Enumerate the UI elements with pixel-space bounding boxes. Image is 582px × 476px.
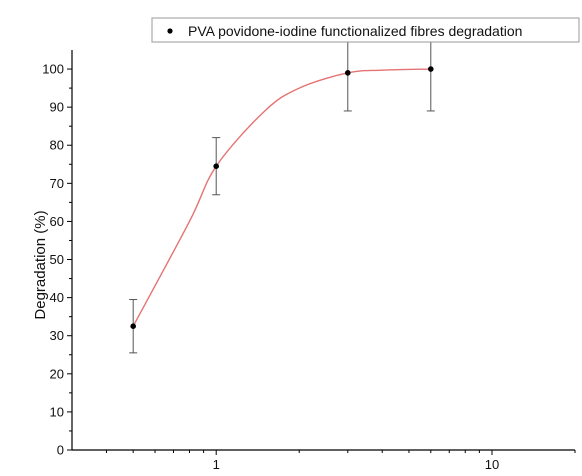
y-axis-title: Degradation (%) (32, 210, 49, 319)
fit-curve (132, 68, 431, 327)
y-tick-label: 30 (50, 328, 64, 343)
legend-label: PVA povidone-iodine functionalized fibre… (188, 23, 522, 39)
y-tick-label: 70 (50, 176, 64, 191)
data-point (344, 70, 351, 76)
fit-curve-layer (132, 68, 431, 327)
legend-box (151, 17, 580, 43)
y-tick-label: 90 (50, 100, 64, 115)
data-point (130, 323, 136, 329)
data-points (130, 66, 434, 329)
error-bars (129, 26, 435, 354)
legend-marker (167, 28, 173, 34)
x-tick-label: 1 (213, 457, 220, 472)
y-tick-label: 10 (50, 404, 64, 419)
y-tick-label: 40 (50, 290, 64, 305)
x-tick-label: 10 (485, 457, 499, 472)
y-tick-label: 20 (50, 366, 64, 381)
y-tick-label: 50 (50, 252, 64, 267)
y-tick-label: 0 (57, 443, 64, 458)
legend: PVA povidone-iodine functionalized fibre… (151, 17, 580, 43)
data-point (427, 66, 434, 72)
data-point (213, 163, 220, 169)
y-tick-label: 100 (42, 62, 64, 77)
y-tick-label: 60 (50, 214, 64, 229)
y-tick-label: 80 (50, 138, 64, 153)
